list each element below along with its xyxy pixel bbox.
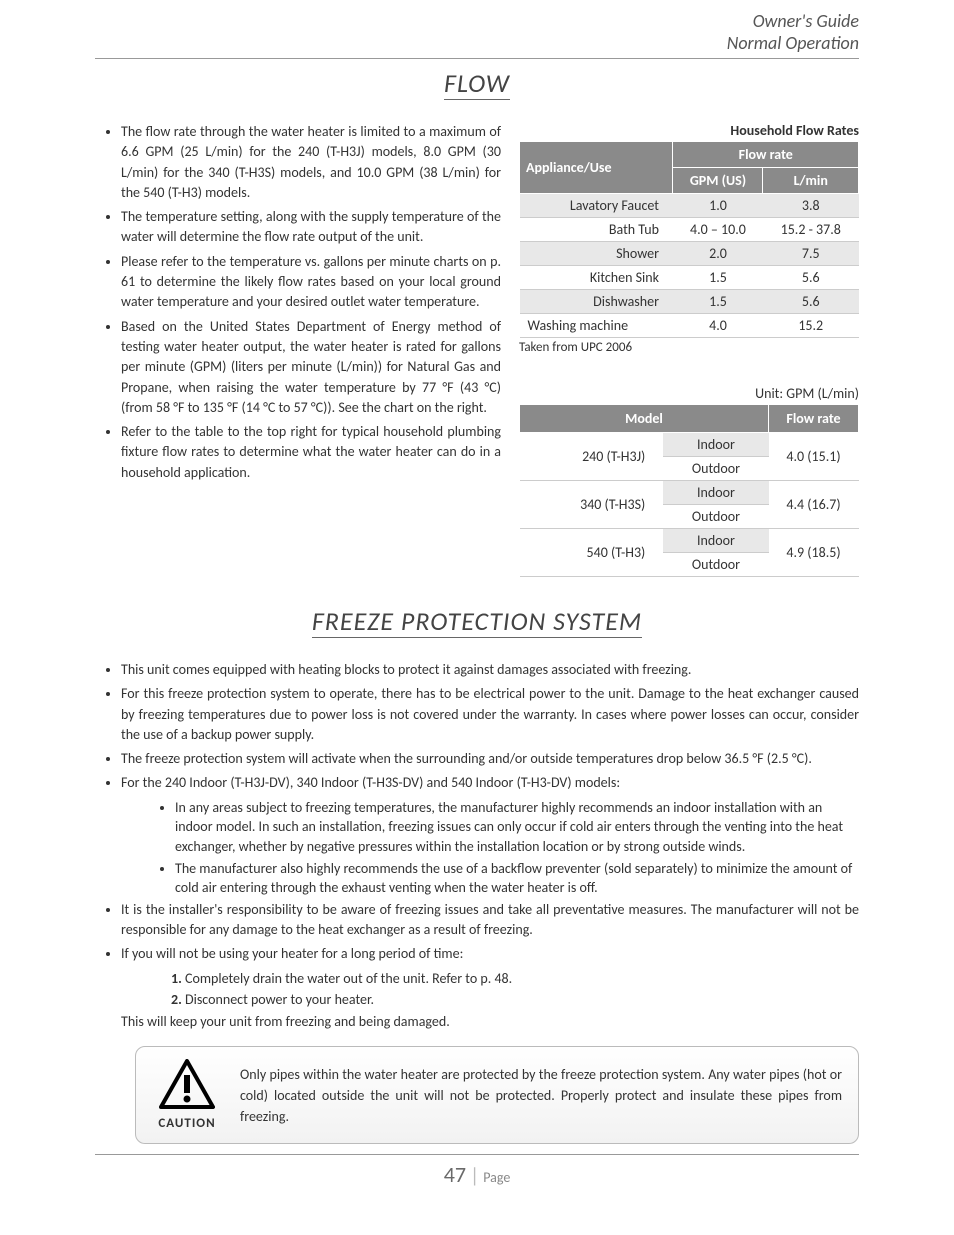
table-row: 540 (T-H3) Indoor 4.9 (18.5): [520, 529, 859, 553]
household-table: Appliance/Use Flow rate GPM (US) L/min L…: [519, 141, 859, 338]
flow-tables: Household Flow Rates Appliance/Use Flow …: [519, 122, 859, 577]
cell: 2.0: [673, 242, 763, 266]
flow-text: The flow rate through the water heater i…: [95, 122, 501, 487]
th-model: Model: [520, 405, 769, 433]
flow-bullet: Based on the United States Department of…: [121, 317, 501, 418]
cell: Outdoor: [663, 505, 768, 529]
freeze-bullet: The freeze protection system will activa…: [121, 749, 859, 769]
th-lmin: L/min: [763, 168, 859, 194]
flow-bullet: The flow rate through the water heater i…: [121, 122, 501, 203]
freeze-bullet: For this freeze protection system to ope…: [121, 684, 859, 745]
cell: 15.2 - 37.8: [763, 218, 859, 242]
header-line1: Owner's Guide: [95, 10, 859, 32]
table-row: 240 (T-H3J) Indoor 4.0 (15.1): [520, 433, 859, 457]
caution-text: Only pipes within the water heater are p…: [240, 1064, 842, 1127]
table-row: Kitchen Sink 1.5 5.6: [520, 266, 859, 290]
cell: 340 (T-H3S): [520, 481, 664, 529]
table-row: Lavatory Faucet 1.0 3.8: [520, 194, 859, 218]
th-gpm: GPM (US): [673, 168, 763, 194]
th-flowrate: Flow rate: [673, 142, 859, 168]
table-row: Shower 2.0 7.5: [520, 242, 859, 266]
cell: 4.9 (18.5): [769, 529, 859, 577]
freeze-title: FREEZE PROTECTION SYSTEM: [312, 605, 642, 638]
cell: 4.4 (16.7): [769, 481, 859, 529]
th-appliance: Appliance/Use: [520, 142, 673, 194]
th-flowrate2: Flow rate: [769, 405, 859, 433]
flow-bullet: The temperature setting, along with the …: [121, 207, 501, 248]
flow-title: FLOW: [444, 67, 510, 100]
flow-bullet: Please refer to the temperature vs. gall…: [121, 252, 501, 313]
caution-icon: CAUTION: [152, 1059, 222, 1131]
freeze-num: Disconnect power to your heater.: [185, 990, 859, 1010]
cell: Outdoor: [663, 553, 768, 577]
page-label: Page: [483, 1169, 510, 1186]
freeze-num: Completely drain the water out of the un…: [185, 969, 859, 989]
cell: Bath Tub: [520, 218, 673, 242]
cell: Indoor: [663, 433, 768, 457]
table-row: Dishwasher 1.5 5.6: [520, 290, 859, 314]
cell: 1.5: [673, 290, 763, 314]
flow-bullet: Refer to the table to the top right for …: [121, 422, 501, 483]
model-table: Model Flow rate 240 (T-H3J) Indoor 4.0 (…: [519, 404, 859, 577]
freeze-bullet: This unit comes equipped with heating bl…: [121, 660, 859, 680]
cell: Shower: [520, 242, 673, 266]
cell: 5.6: [763, 290, 859, 314]
page-footer: 47|Page: [95, 1154, 859, 1188]
model-unit: Unit: GPM (L/min): [519, 385, 859, 402]
cell: 1.5: [673, 266, 763, 290]
page-header: Owner's Guide Normal Operation: [95, 10, 859, 59]
freeze-bullet: It is the installer's responsibility to …: [121, 900, 859, 941]
cell: 3.8: [763, 194, 859, 218]
freeze-bullet: If you will not be using your heater for…: [121, 944, 859, 964]
cell: Washing machine: [520, 314, 673, 338]
cell: Indoor: [663, 529, 768, 553]
flow-columns: The flow rate through the water heater i…: [95, 122, 859, 577]
freeze-sub: The manufacturer also highly recommends …: [175, 859, 859, 898]
page-number: 47: [444, 1161, 466, 1188]
cell: 540 (T-H3): [520, 529, 664, 577]
cell: 4.0 (15.1): [769, 433, 859, 481]
table-row: Bath Tub 4.0 – 10.0 15.2 - 37.8: [520, 218, 859, 242]
cell: Outdoor: [663, 457, 768, 481]
freeze-sub: In any areas subject to freezing tempera…: [175, 798, 859, 857]
table-row: Washing machine 4.0 15.2: [520, 314, 859, 338]
cell: 7.5: [763, 242, 859, 266]
cell: 4.0: [673, 314, 763, 338]
table-row: 340 (T-H3S) Indoor 4.4 (16.7): [520, 481, 859, 505]
household-title: Household Flow Rates: [519, 122, 859, 139]
cell: Indoor: [663, 481, 768, 505]
caution-label: CAUTION: [152, 1116, 222, 1131]
cell: Lavatory Faucet: [520, 194, 673, 218]
warning-triangle-icon: [159, 1059, 215, 1109]
freeze-after: This will keep your unit from freezing a…: [121, 1012, 859, 1032]
caution-box: CAUTION Only pipes within the water heat…: [135, 1046, 859, 1144]
cell: Kitchen Sink: [520, 266, 673, 290]
cell: 15.2: [763, 314, 859, 338]
household-note: Taken from UPC 2006: [519, 340, 859, 355]
header-line2: Normal Operation: [95, 32, 859, 54]
freeze-section: FREEZE PROTECTION SYSTEM This unit comes…: [95, 605, 859, 1144]
freeze-bullet: For the 240 Indoor (T-H3J-DV), 340 Indoo…: [121, 773, 859, 793]
cell: 1.0: [673, 194, 763, 218]
page-content: Owner's Guide Normal Operation FLOW The …: [0, 0, 954, 1208]
cell: 240 (T-H3J): [520, 433, 664, 481]
cell: 4.0 – 10.0: [673, 218, 763, 242]
cell: 5.6: [763, 266, 859, 290]
cell: Dishwasher: [520, 290, 673, 314]
